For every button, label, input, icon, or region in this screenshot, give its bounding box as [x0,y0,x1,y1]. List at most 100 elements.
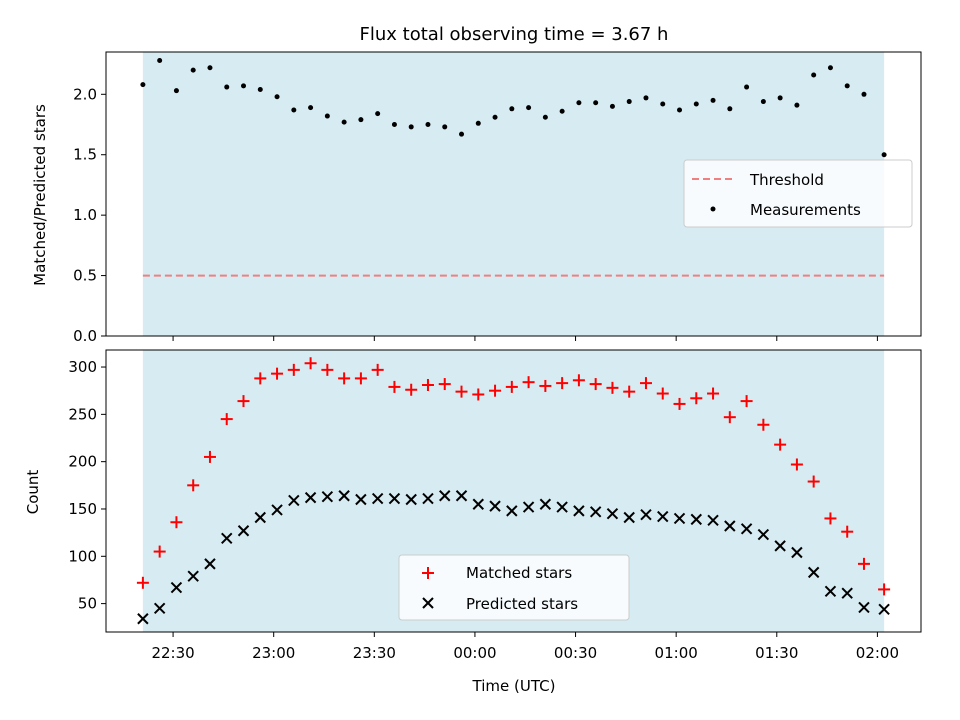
predicted-star-point [153,602,166,615]
predicted-star-point [824,585,837,598]
predicted-star-point [878,603,890,615]
matched-star-point [690,392,703,405]
measurement-point [425,122,431,128]
matched-star-point [841,525,854,538]
predicted-star-point [791,546,803,559]
predicted-star-point [724,520,736,532]
x-tick-label: 00:30 [554,644,597,662]
measurement-point [291,107,297,113]
matched-star-point [824,512,837,525]
measurement-point [744,84,750,90]
predicted-legend-label: Predicted stars [466,595,578,613]
predicted-star-point [489,500,501,512]
matched-star-point [405,383,418,396]
x-tick-label: 23:30 [353,644,396,662]
predicted-star-point [606,508,619,520]
predicted-star-point [657,510,669,523]
matched-legend-swatch [422,567,434,579]
count-legend-box [398,554,630,621]
measurement-point [861,91,867,97]
predicted-star-point [405,493,417,506]
x-tick-label: 02:00 [856,644,899,662]
measurement-point [777,95,783,101]
predicted-star-point [807,566,820,579]
measurement-point [324,113,330,119]
matched-star-point [187,479,200,492]
matched-star-point [589,378,602,391]
predicted-star-point [539,498,552,510]
predicted-star-point [757,528,770,541]
count-y-axis-label: Count [24,470,42,515]
matched-star-point [807,475,820,488]
measurement-point [375,111,381,117]
predicted-star-point [204,558,216,570]
x-axis-label: Time (UTC) [472,677,556,695]
x-tick-label: 22:30 [151,644,194,662]
measurement-point [475,120,481,126]
predicted-star-point [221,532,233,545]
measurement-point [157,57,163,63]
matched-star-point [505,380,518,393]
matched-star-point [170,516,183,529]
x-tick-label: 01:00 [655,644,698,662]
measurement-point [760,99,766,105]
measurement-point [542,114,548,120]
y-tick-label: 1.0 [73,206,97,224]
x-tick-label: 00:00 [453,644,496,662]
predicted-star-point [740,523,753,535]
count-y-ticks: 50 100 150 200 250 300 [68,358,106,613]
y-tick-label: 0.0 [73,327,97,345]
matched-star-point [639,377,652,390]
y-tick-label: 1.5 [73,146,97,164]
predicted-star-point [338,490,350,502]
measurement-point [526,105,532,111]
x-tick-label: 01:30 [755,644,798,662]
y-tick-label: 2.0 [73,85,97,103]
predicted-legend-swatch [422,597,434,609]
measurement-point [811,72,817,78]
predicted-star-point [472,498,484,510]
measurement-point [881,152,887,158]
measurement-point [140,82,146,88]
matched-star-point [338,372,351,385]
matched-star-point [271,367,284,380]
predicted-star-point [573,505,585,517]
matched-star-point [287,363,300,376]
matched-stars-points [136,357,891,596]
matched-star-point [556,377,569,390]
measurement-point [459,131,465,137]
matched-star-point [421,379,434,392]
predicted-star-point [254,511,266,524]
matched-star-point [455,385,468,398]
matched-star-point [472,388,485,401]
y-tick-label: 0.5 [73,267,97,285]
measurement-point [677,107,683,113]
count-panel: 50 100 150 200 250 300 22:30 23:00 23:30 00:00 00… [24,349,922,695]
matched-star-point [740,395,753,408]
measurement-point [274,94,280,100]
matched-star-point [438,378,451,391]
y-tick-label: 50 [78,595,97,613]
y-tick-label: 100 [68,547,97,565]
matched-star-point [304,357,317,370]
y-tick-label: 150 [68,500,97,518]
matched-star-point [237,395,250,408]
matched-star-point [656,387,669,400]
matched-star-point [354,372,367,385]
measurement-point [827,65,833,71]
measurement-point [559,108,565,114]
matched-star-point [522,376,535,389]
chart-title: Flux total observing time = 3.67 h [360,24,669,45]
matched-star-point [388,380,401,393]
predicted-star-point [321,490,334,503]
measurement-point [391,122,397,128]
matched-star-point [220,413,233,426]
predicted-stars-points [137,490,890,625]
measurement-point [660,101,666,107]
measurement-point [509,106,515,112]
matched-star-point [723,411,736,424]
predicted-star-point [640,508,652,521]
measurement-point [190,67,196,73]
measurement-point [626,99,632,105]
